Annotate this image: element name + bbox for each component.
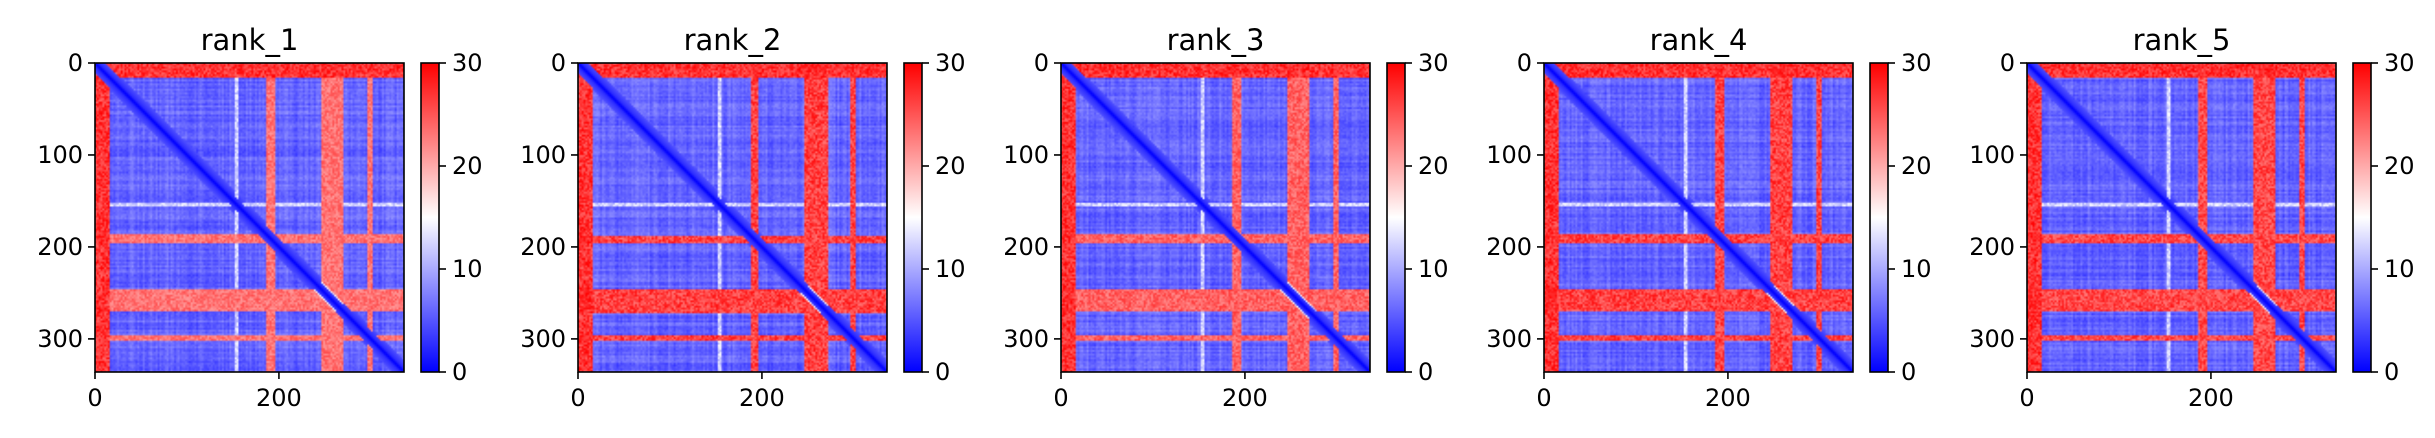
colorbar-frame (1869, 62, 1889, 373)
colorbar-tick-label: 30 (2384, 49, 2415, 77)
panel-title: rank_4 (1650, 23, 1748, 57)
y-tick-label: 100 (37, 141, 83, 169)
colorbar-frame (903, 62, 923, 373)
x-tick-label: 0 (1053, 384, 1068, 412)
colorbar-tick-label: 30 (935, 49, 966, 77)
y-tick-label: 200 (520, 233, 566, 261)
y-tick-label: 100 (1969, 141, 2015, 169)
axes-frame (1060, 62, 1371, 373)
panel-2: rank_2 0 100 200 300 0 200 0 10 20 30 (520, 23, 965, 412)
colorbar-frame (1386, 62, 1406, 373)
x-tick-label: 200 (1705, 384, 1751, 412)
y-tick-label: 0 (551, 49, 566, 77)
colorbar-tick-label: 10 (2384, 255, 2415, 283)
x-tick-label: 0 (570, 384, 585, 412)
y-tick-label: 200 (1969, 233, 2015, 261)
panel-title: rank_5 (2133, 23, 2231, 57)
colorbar (421, 63, 439, 372)
y-tick-label: 100 (520, 141, 566, 169)
y-tick-label: 0 (1034, 49, 1049, 77)
colorbar-tick-label: 0 (1901, 358, 1916, 386)
axes-frame (1543, 62, 1854, 373)
colorbar-tick-label: 30 (1901, 49, 1932, 77)
x-tick-label: 0 (2019, 384, 2034, 412)
panel-3: rank_3 0 100 200 300 0 200 0 10 20 30 (1003, 23, 1448, 412)
colorbar-tick-label: 10 (452, 255, 483, 283)
x-tick-label: 0 (87, 384, 102, 412)
colorbar-frame (2352, 62, 2372, 373)
panel-5: rank_5 0 100 200 300 0 200 0 10 20 30 (1969, 23, 2414, 412)
axes-frame (2026, 62, 2337, 373)
colorbar-tick-label: 20 (2384, 152, 2415, 180)
panel-1: rank_1 0 100 200 300 0 200 0 10 20 30 (37, 23, 482, 412)
panel-title: rank_1 (201, 23, 299, 57)
colorbar-tick-label: 20 (452, 152, 483, 180)
heatmap-image (95, 63, 404, 372)
y-tick-label: 0 (2000, 49, 2015, 77)
colorbar-tick-label: 0 (2384, 358, 2399, 386)
x-tick-label: 200 (256, 384, 302, 412)
x-tick-label: 0 (1536, 384, 1551, 412)
x-tick-label: 200 (1222, 384, 1268, 412)
heatmap-image (1061, 63, 1370, 372)
colorbar-tick-label: 10 (1901, 255, 1932, 283)
x-tick-label: 200 (739, 384, 785, 412)
colorbar-tick-label: 20 (1418, 152, 1449, 180)
axes-frame (577, 62, 888, 373)
colorbar (904, 63, 922, 372)
y-tick-label: 300 (1486, 325, 1532, 353)
y-tick-label: 200 (1003, 233, 1049, 261)
colorbar-tick-label: 0 (1418, 358, 1433, 386)
axes-frame (94, 62, 405, 373)
y-tick-label: 100 (1486, 141, 1532, 169)
colorbar-tick-label: 20 (935, 152, 966, 180)
panel-title: rank_2 (684, 23, 782, 57)
colorbar (2353, 63, 2371, 372)
panel-4: rank_4 0 100 200 300 0 200 0 10 20 30 (1486, 23, 1931, 412)
colorbar-tick-label: 0 (935, 358, 950, 386)
y-tick-label: 300 (1003, 325, 1049, 353)
panel-title: rank_3 (1167, 23, 1265, 57)
colorbar-tick-label: 0 (452, 358, 467, 386)
y-tick-label: 0 (68, 49, 83, 77)
heatmap-image (578, 63, 887, 372)
colorbar-tick-label: 10 (935, 255, 966, 283)
y-tick-label: 0 (1517, 49, 1532, 77)
heatmap-image (1544, 63, 1853, 372)
colorbar-tick-label: 30 (452, 49, 483, 77)
colorbar-tick-label: 30 (1418, 49, 1449, 77)
y-tick-label: 100 (1003, 141, 1049, 169)
y-tick-label: 200 (37, 233, 83, 261)
y-tick-label: 300 (37, 325, 83, 353)
heatmap-image (2027, 63, 2336, 372)
y-tick-label: 300 (520, 325, 566, 353)
colorbar (1870, 63, 1888, 372)
y-tick-label: 300 (1969, 325, 2015, 353)
y-tick-label: 200 (1486, 233, 1532, 261)
colorbar-frame (420, 62, 440, 373)
colorbar (1387, 63, 1405, 372)
colorbar-tick-label: 20 (1901, 152, 1932, 180)
colorbar-tick-label: 10 (1418, 255, 1449, 283)
x-tick-label: 200 (2188, 384, 2234, 412)
